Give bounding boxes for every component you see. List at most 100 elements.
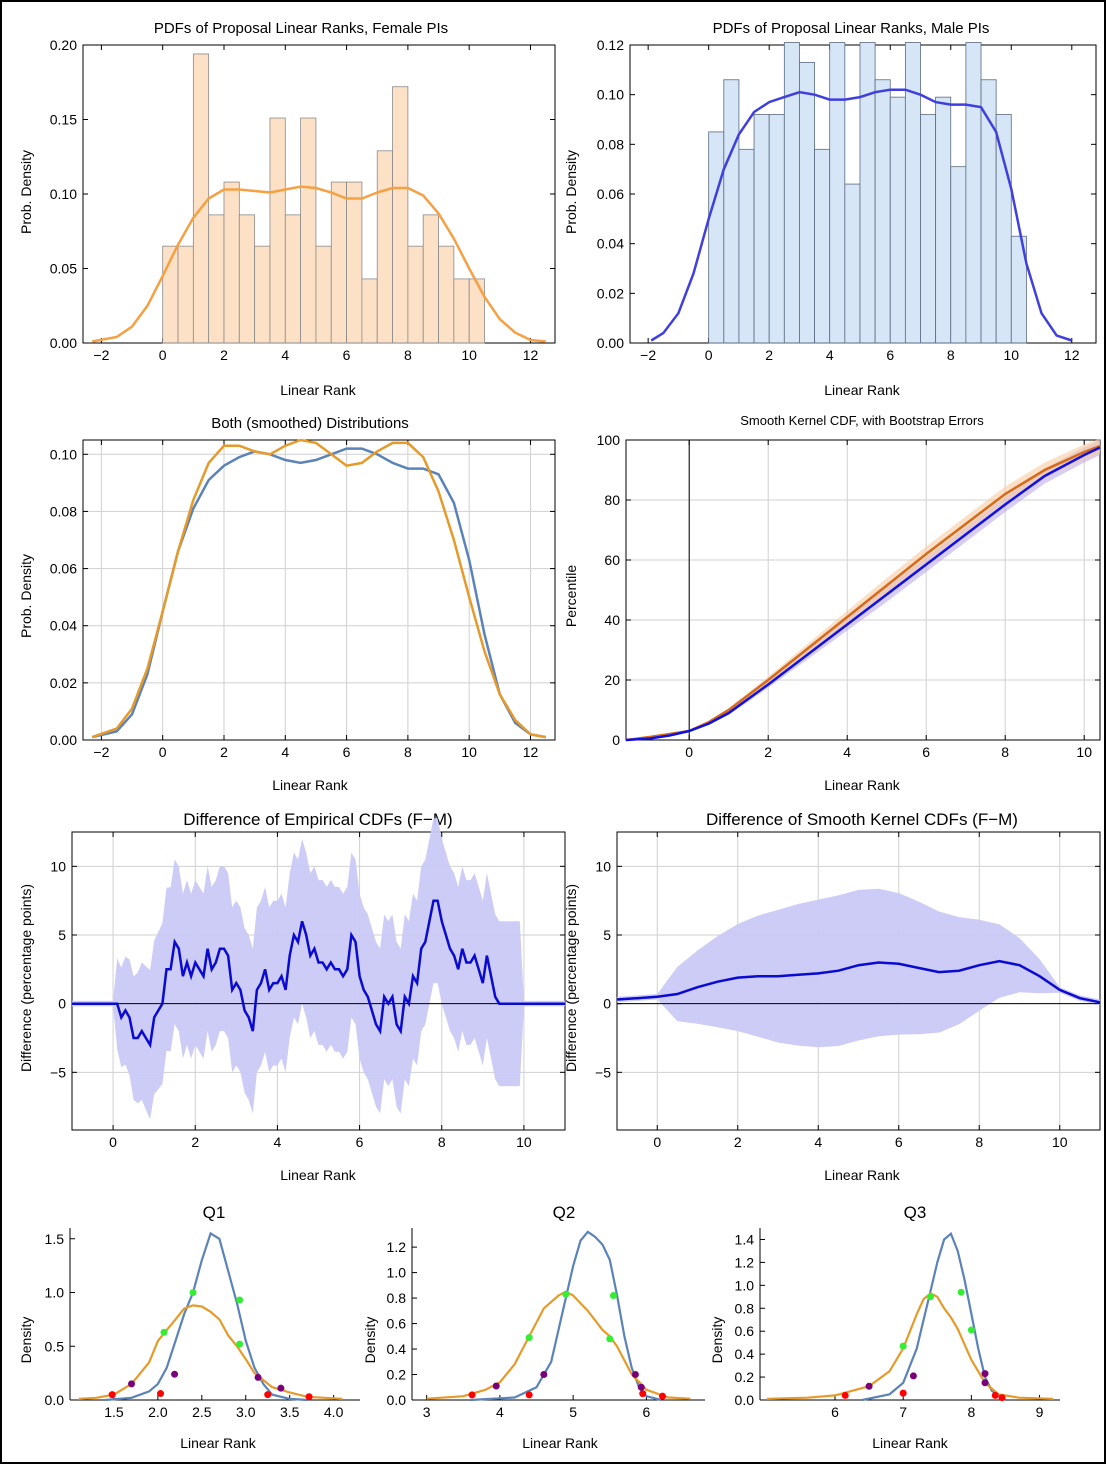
- pdf_female-bar-12: [346, 181, 363, 344]
- both-ytick-label-4: 0.08: [50, 503, 77, 519]
- diff_smooth-xtick-label-3: 6: [895, 1134, 903, 1150]
- cdf-ytick-label-2: 40: [604, 612, 620, 628]
- pdf_male-ytick-label-1: 0.02: [597, 285, 624, 301]
- pdf_male-bar-12: [889, 96, 906, 344]
- xlabel-diff-smooth: Linear Rank: [824, 1167, 900, 1183]
- diff_smooth-xtick-label-4: 8: [975, 1134, 983, 1150]
- ylabel-pdf-male: Prob. Density: [563, 150, 579, 234]
- cdf-xtick-label-4: 8: [1001, 744, 1009, 760]
- pdf_male-bar-3: [753, 114, 770, 344]
- diff_smooth-error-band: [617, 888, 1100, 1048]
- q3-line-male: [862, 1231, 1007, 1402]
- pdf_male-ytick-label-2: 0.04: [597, 236, 624, 252]
- pdf_female-bar-18: [438, 245, 455, 344]
- q3-ytick-label-0: 0.0: [735, 1392, 755, 1408]
- both-axes-frame: [82, 439, 556, 741]
- cdf-band-female: [626, 438, 1100, 741]
- diff_smooth-xtick-label-5: 10: [1052, 1134, 1068, 1150]
- q2-marker-6: [631, 1371, 639, 1379]
- cdf-xtick-label-0: 0: [685, 744, 693, 760]
- diff_smooth-xtick-label-2: 4: [814, 1134, 822, 1150]
- q1-line-male: [105, 1231, 308, 1402]
- diff_emp-ytick-label-1: 0: [58, 996, 66, 1012]
- pdf_female-ytick-label-3: 0.15: [50, 112, 77, 128]
- cdf-xtick-label-5: 10: [1076, 744, 1092, 760]
- pdf_female-xtick-label-7: 12: [523, 347, 539, 363]
- pdf_female-bar-14: [376, 150, 393, 344]
- both-ytick-label-0: 0.00: [50, 732, 77, 748]
- title-pdf-female: PDFs of Proposal Linear Ranks, Female PI…: [154, 20, 448, 37]
- q3-ytick-label-4: 0.8: [735, 1300, 755, 1316]
- title-diff-emp: Difference of Empirical CDFs (F−M): [183, 810, 452, 829]
- diff_emp-xtick-label-4: 8: [438, 1134, 446, 1150]
- diff_smooth-ytick-label-0: −5: [595, 1064, 611, 1080]
- q1-xtick-label-2: 2.5: [192, 1404, 212, 1420]
- title-both: Both (smoothed) Distributions: [211, 415, 409, 432]
- q1-marker-9: [189, 1289, 197, 1296]
- q3-marker-10: [957, 1288, 965, 1296]
- both-xtick-label-1: 0: [159, 744, 167, 760]
- cdf-ytick-label-0: 0: [612, 732, 620, 748]
- pdf_male-bar-9: [844, 183, 861, 344]
- diff_emp-axes-frame: [71, 831, 566, 1131]
- cdf-xtick-label-2: 4: [843, 744, 851, 760]
- pdf_male-xtick-label-1: 0: [705, 347, 713, 363]
- pdf_female-bar-9: [300, 117, 317, 344]
- title-q2: Q2: [553, 1203, 576, 1222]
- pdf_female-xtick-label-5: 8: [404, 347, 412, 363]
- both-xtick-label-6: 10: [461, 744, 477, 760]
- diff_emp-xtick-label-0: 0: [109, 1134, 117, 1150]
- both-ytick-label-1: 0.02: [50, 675, 77, 691]
- diff_emp-xtick-label-5: 10: [516, 1134, 532, 1150]
- q2-ytick-label-4: 0.8: [387, 1290, 407, 1306]
- both-xtick-label-7: 12: [523, 744, 539, 760]
- both-ytick-label-5: 0.10: [50, 446, 77, 462]
- q2-line-male: [470, 1230, 662, 1402]
- q3-xtick-label-2: 8: [967, 1404, 975, 1420]
- q2-marker-11: [606, 1335, 614, 1343]
- q1-marker-4: [128, 1380, 136, 1388]
- title-pdf-male: PDFs of Proposal Linear Ranks, Male PIs: [713, 20, 990, 37]
- diff_smooth-axes-frame: [616, 831, 1101, 1131]
- q3-marker-11: [967, 1326, 975, 1334]
- pdf_female-xtick-label-0: −2: [93, 347, 109, 363]
- q1-marker-2: [264, 1391, 272, 1399]
- q1-xtick-label-1: 2.0: [148, 1404, 168, 1420]
- pdf_male-bar-17: [965, 42, 982, 344]
- xlabel-cdf: Linear Rank: [824, 777, 900, 793]
- pdf_male-xtick-label-5: 8: [947, 347, 955, 363]
- pdf_female-bar-3: [208, 214, 225, 344]
- pdf_female-bar-19: [453, 278, 470, 344]
- ylabel-cdf: Percentile: [563, 565, 579, 627]
- title-q3: Q3: [904, 1203, 927, 1222]
- xlabel-diff-emp: Linear Rank: [280, 1167, 356, 1183]
- pdf_male-bar-7: [814, 148, 831, 344]
- cdf-xtick-label-1: 2: [764, 744, 772, 760]
- xlabel-pdf-female: Linear Rank: [280, 382, 356, 398]
- ylabel-q1: Density: [18, 1317, 34, 1364]
- diff_emp-ytick-label-0: −5: [50, 1064, 66, 1080]
- diff_smooth-ytick-label-2: 5: [603, 927, 611, 943]
- diff_emp-xtick-label-1: 2: [191, 1134, 199, 1150]
- pdf_female-bar-16: [407, 245, 424, 344]
- xlabel-q2: Linear Rank: [522, 1435, 598, 1451]
- q2-ytick-label-2: 0.4: [387, 1341, 407, 1357]
- q1-ytick-label-3: 1.5: [45, 1231, 65, 1247]
- ylabel-both: Prob. Density: [18, 554, 34, 638]
- pdf_male-bar-5: [783, 42, 800, 344]
- q2-marker-0: [468, 1391, 476, 1399]
- diff_emp-ytick-label-3: 10: [50, 858, 66, 874]
- q1-marker-3: [305, 1393, 313, 1401]
- q2-ytick-label-6: 1.2: [387, 1239, 407, 1255]
- pdf_female-xtick-label-4: 6: [343, 347, 351, 363]
- xlabel-q3: Linear Rank: [872, 1435, 948, 1451]
- q1-ytick-label-2: 1.0: [45, 1285, 65, 1301]
- q1-xtick-label-0: 1.5: [104, 1404, 124, 1420]
- pdf_female-xtick-label-2: 2: [220, 347, 228, 363]
- q2-marker-10: [609, 1292, 617, 1300]
- pdf_male-ytick-label-5: 0.10: [597, 87, 624, 103]
- cdf-ytick-label-3: 60: [604, 552, 620, 568]
- q3-ytick-label-1: 0.2: [735, 1369, 755, 1385]
- q3-xtick-label-1: 7: [899, 1404, 907, 1420]
